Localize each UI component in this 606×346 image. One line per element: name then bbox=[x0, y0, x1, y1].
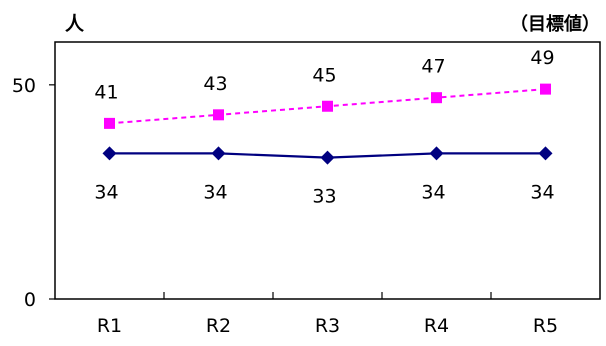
plot-area bbox=[54, 41, 601, 300]
axis-ticks: R1 R2 R3 R4 R5 0 50 bbox=[12, 75, 558, 337]
data-point-diamond bbox=[429, 146, 444, 161]
data-point-diamond bbox=[320, 150, 335, 165]
y-unit-label: 人 bbox=[65, 13, 85, 35]
data-label: 49 bbox=[530, 47, 554, 69]
x-tick-label: R4 bbox=[424, 315, 449, 337]
x-tick-label: R3 bbox=[315, 315, 340, 337]
series-group bbox=[102, 83, 553, 165]
data-point-square bbox=[104, 117, 115, 129]
data-point-square bbox=[322, 100, 333, 112]
y-tick-label: 0 bbox=[24, 289, 36, 311]
data-point-diamond bbox=[538, 146, 553, 161]
data-label: 34 bbox=[203, 181, 227, 203]
data-label: 33 bbox=[312, 186, 336, 208]
x-tick-label: R5 bbox=[533, 315, 558, 337]
y-tick-label: 50 bbox=[12, 75, 36, 97]
data-point-square bbox=[431, 92, 442, 104]
data-label: 34 bbox=[94, 181, 118, 203]
data-labels: 41 43 45 47 49 34 34 33 34 34 bbox=[94, 47, 554, 208]
data-label: 34 bbox=[421, 181, 445, 203]
data-point-diamond bbox=[102, 146, 117, 161]
data-point-square bbox=[540, 83, 551, 95]
data-label: 41 bbox=[94, 81, 118, 103]
data-label: 47 bbox=[421, 56, 445, 78]
data-label: 45 bbox=[312, 64, 336, 86]
target-value-label: （目標値） bbox=[510, 13, 600, 35]
data-point-square bbox=[213, 109, 224, 121]
data-label: 43 bbox=[203, 73, 227, 95]
x-tick-label: R1 bbox=[97, 315, 122, 337]
data-point-diamond bbox=[211, 146, 226, 161]
x-tick-label: R2 bbox=[206, 315, 231, 337]
data-label: 34 bbox=[530, 181, 554, 203]
